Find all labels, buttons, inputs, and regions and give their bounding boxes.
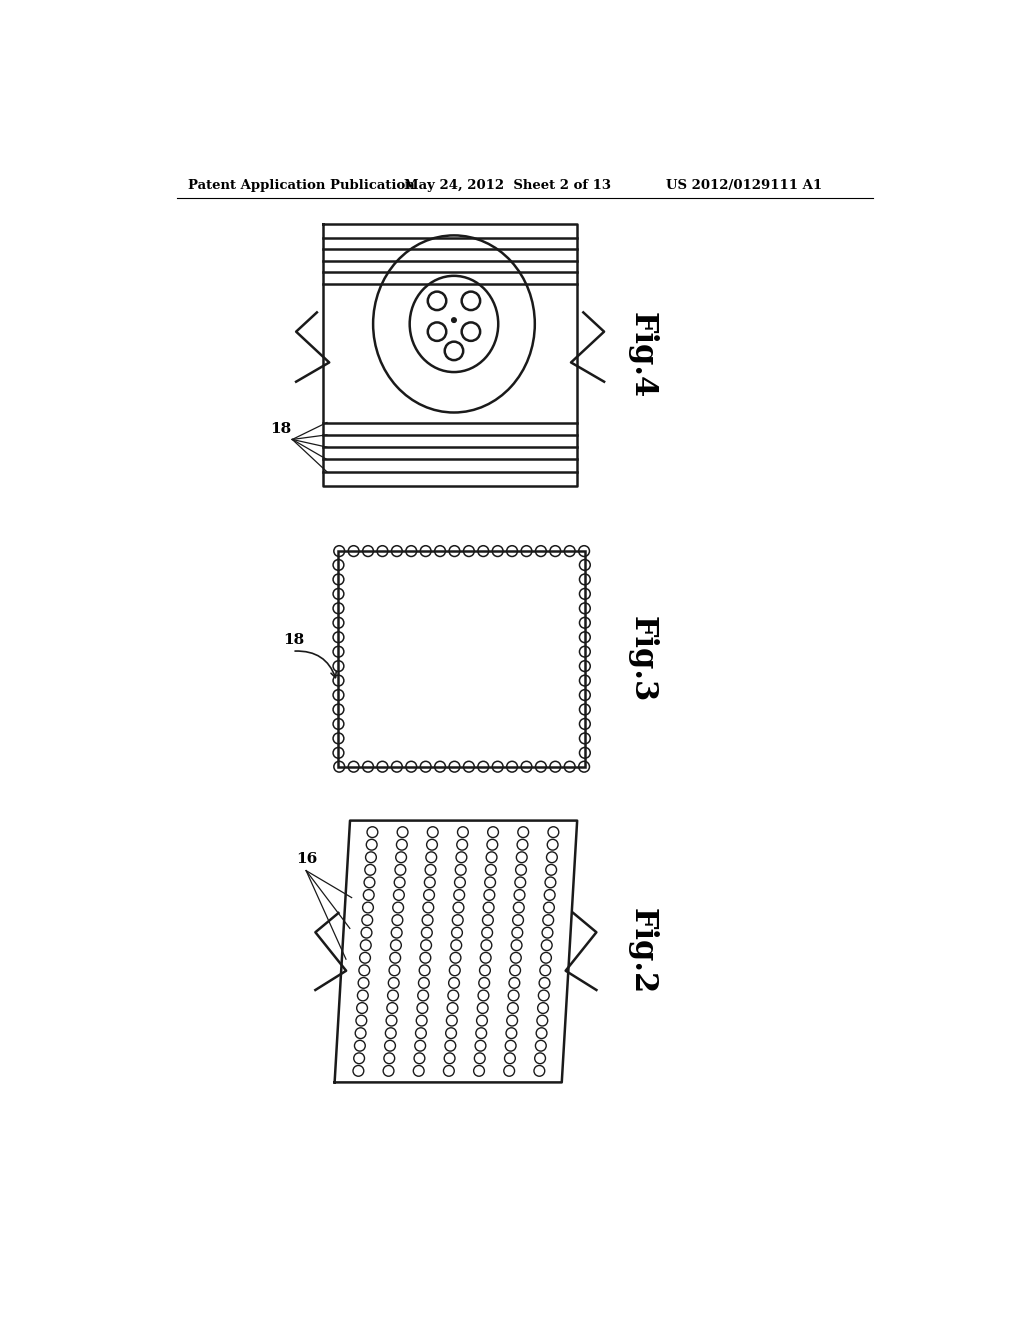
Text: 18: 18	[270, 422, 292, 437]
Text: Fig.4: Fig.4	[627, 312, 658, 397]
Bar	[339, 552, 585, 767]
Text: Patent Application Publication: Patent Application Publication	[188, 178, 415, 191]
Text: Fig.2: Fig.2	[627, 908, 658, 995]
Text: US 2012/0129111 A1: US 2012/0129111 A1	[666, 178, 822, 191]
Text: 18: 18	[283, 632, 304, 647]
Text: Fig.3: Fig.3	[627, 615, 658, 702]
Text: May 24, 2012  Sheet 2 of 13: May 24, 2012 Sheet 2 of 13	[403, 178, 611, 191]
Text: 16: 16	[296, 853, 317, 866]
Circle shape	[452, 318, 457, 322]
